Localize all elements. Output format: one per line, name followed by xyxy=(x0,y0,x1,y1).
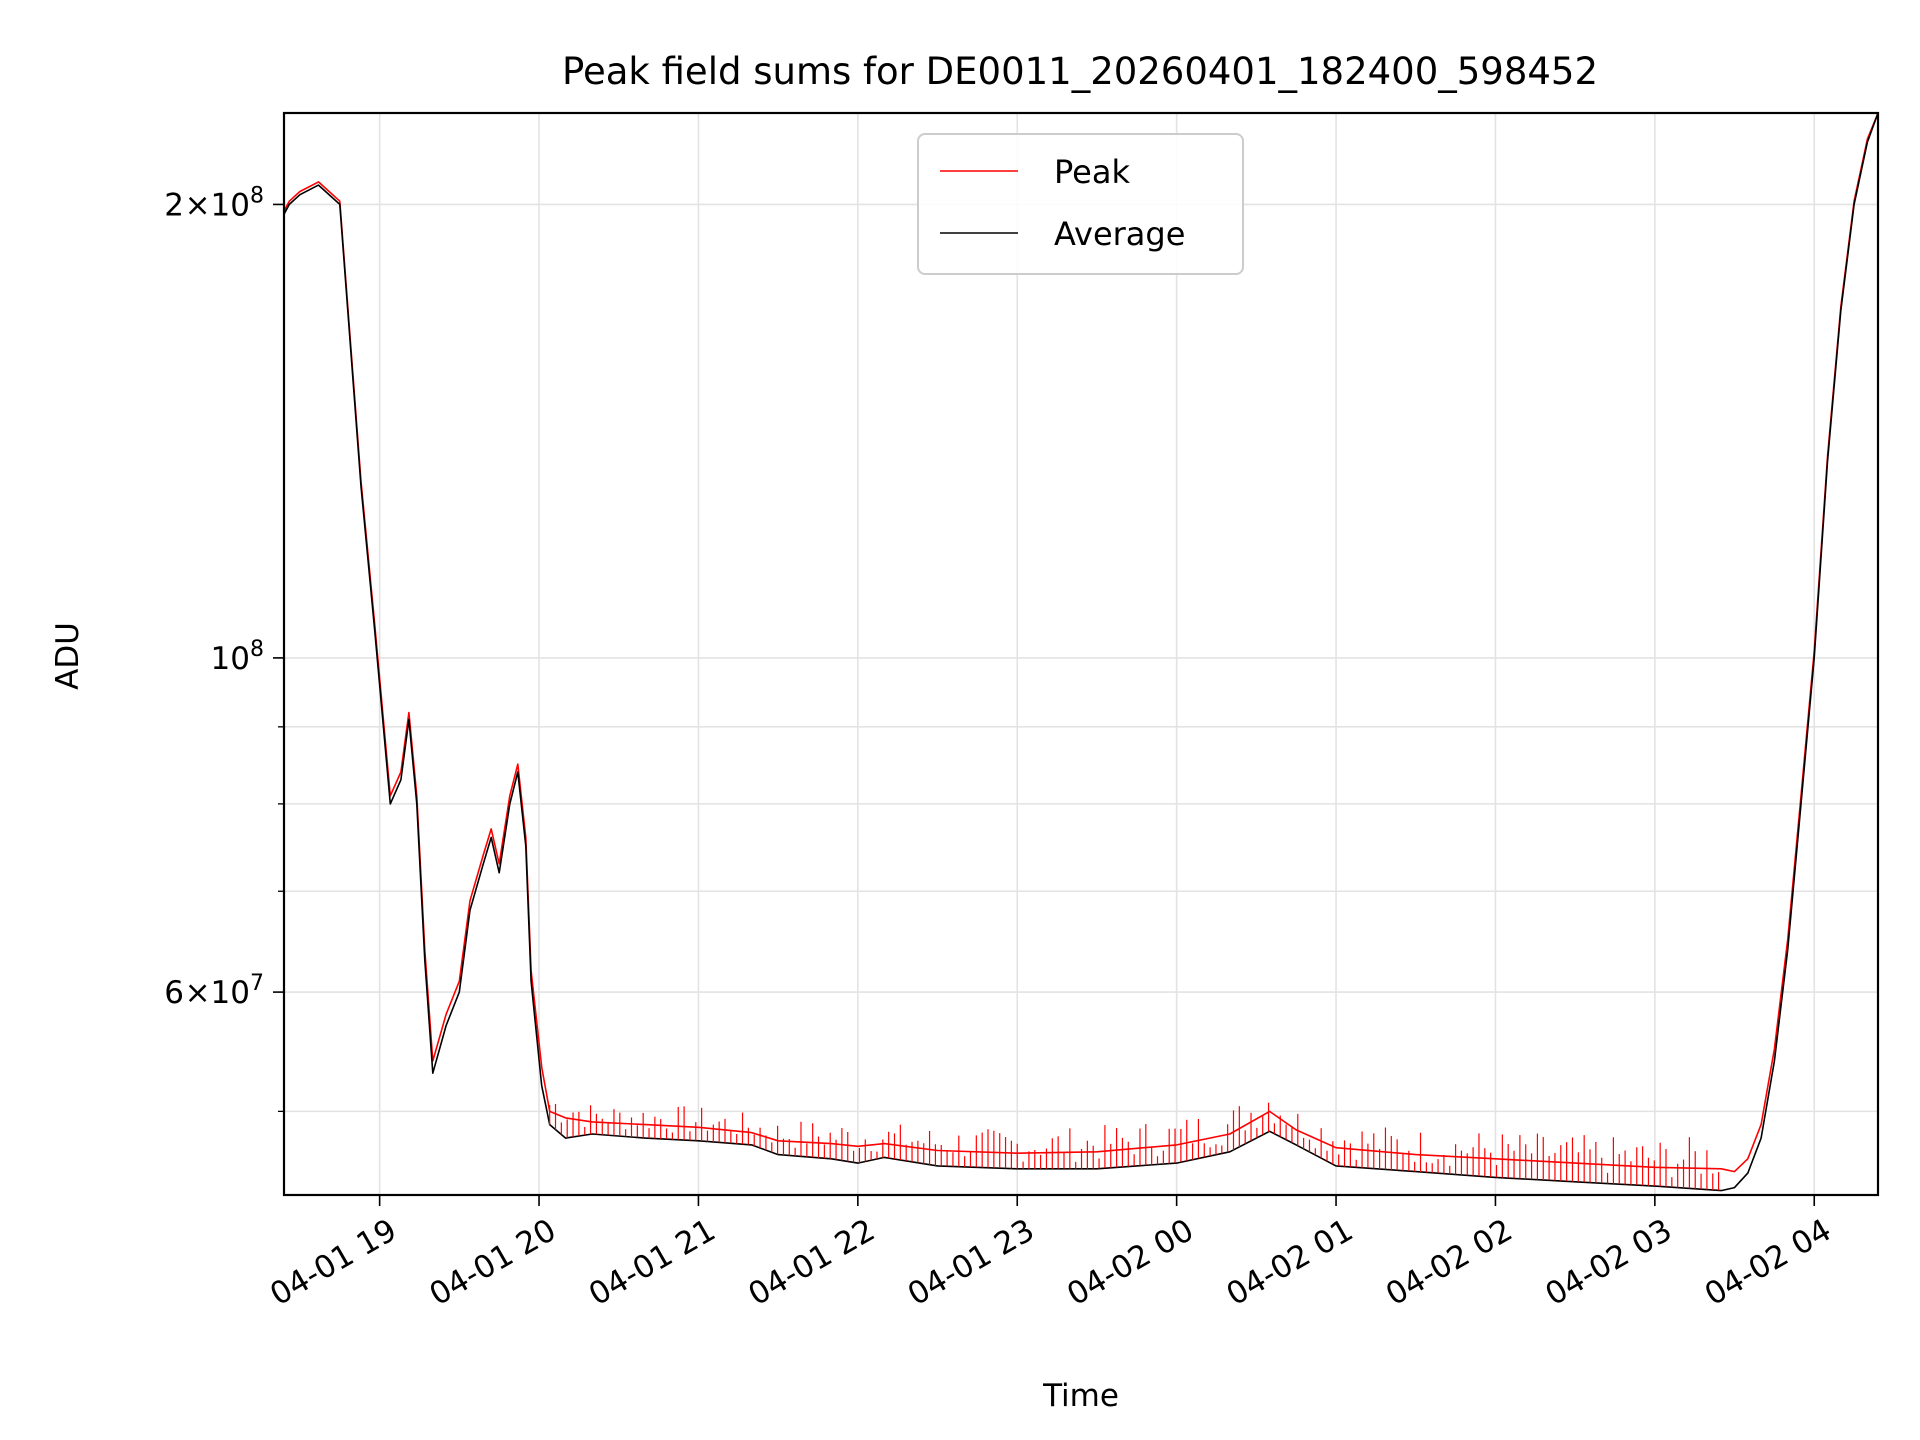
y-tick-label: 810 xyxy=(211,637,264,677)
y-tick-base: ×10 xyxy=(185,975,250,1011)
legend-average-label: Average xyxy=(1054,215,1185,253)
legend-box xyxy=(917,133,1244,275)
y-tick-exponent: 7 xyxy=(250,971,264,996)
y-axis-label: ADU xyxy=(50,622,86,690)
series-layer xyxy=(283,112,1879,1192)
average-series-line xyxy=(283,112,1879,1192)
chart-title: Peak field sums for DE0011_20260401_1824… xyxy=(562,50,1598,93)
y-tick-mantissa: 6 xyxy=(164,975,184,1011)
y-tick-base: ×10 xyxy=(185,187,250,223)
peak-noise-spikes xyxy=(549,1102,1720,1191)
y-tick-base: 10 xyxy=(211,641,250,677)
y-tick-exponent: 8 xyxy=(250,637,264,662)
x-axis-label: Time xyxy=(1042,1378,1119,1414)
y-tick-exponent: 8 xyxy=(250,183,264,208)
peak-series-line xyxy=(283,112,1879,1173)
y-tick-mantissa: 2 xyxy=(164,187,184,223)
y-tick-label: 7×106 xyxy=(164,971,264,1011)
legend-peak-label: Peak xyxy=(1054,153,1130,191)
y-tick-label: 8×102 xyxy=(164,183,264,223)
legend: Peak Average xyxy=(917,133,1244,275)
plot-area-frame xyxy=(282,111,1880,1197)
